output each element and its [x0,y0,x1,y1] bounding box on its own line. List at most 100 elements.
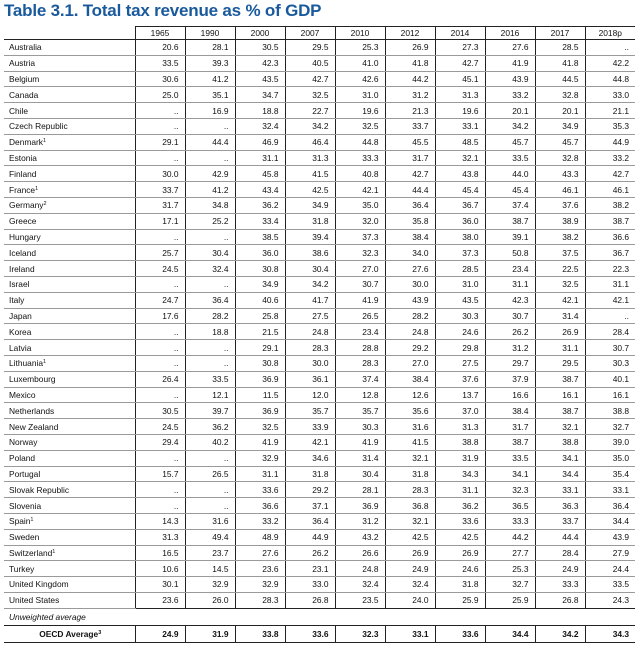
country-name: Slovenia [4,497,135,514]
value-cell: 42.1 [534,292,585,309]
value-cell: 37.0 [434,402,485,420]
value-cell: 24.8 [384,323,435,341]
value-cell: 30.3 [584,355,635,372]
value-cell: 43.9 [584,529,635,546]
value-cell: 45.7 [534,134,585,151]
average-label: OECD Average3 [4,625,135,643]
value-cell: 33.4 [234,213,285,230]
value-cell: 34.2 [284,276,335,293]
country-name: Poland [4,450,135,467]
value-cell: 44.9 [284,529,335,546]
value-cell: 34.9 [234,276,285,293]
table-row: Mexico.. 12.1 11.5 12.0 12.8 12.6 13.7 16.6 16.1… [4,387,635,404]
value-cell: 30.8 [234,260,285,277]
country-name: Korea [4,323,135,341]
country-label: Denmark [9,137,43,148]
value-cell: 32.0 [334,213,385,230]
country-label: Chile [9,105,29,116]
value-cell: 33.2 [584,150,635,167]
value-cell: 23.6 [134,592,185,609]
country-label: Norway [9,437,38,448]
value-cell: 32.5 [284,86,335,104]
value-cell: 43.5 [434,292,485,309]
country-name: Mexico [4,387,135,404]
country-label: New Zealand [9,421,59,432]
column-header-1990: 1990 [184,26,235,40]
value-cell: 28.1 [334,481,385,499]
value-cell: 24.4 [584,560,635,578]
table-row: Turkey 10.6 14.5 23.6 23.1 24.8 24.9 24.6 25.3 24… [4,560,635,578]
table-row: Netherlands 30.5 39.7 36.9 35.7 35.7 35.6 37.0 3… [4,402,635,420]
value-cell: 25.3 [484,560,535,578]
value-cell: 31.7 [384,150,435,167]
country-name: Sweden [4,529,135,546]
value-cell: 16.5 [134,545,185,562]
value-cell: .. [134,229,185,246]
value-cell: 37.3 [434,244,485,262]
value-cell: 37.4 [484,197,535,214]
country-label: Estonia [9,152,37,163]
table-row: Portugal 15.7 26.5 31.1 31.8 30.4 31.8 34.3 34.1… [4,466,635,483]
table-row: Iceland 25.7 30.4 36.0 38.6 32.3 34.0 37.3 50.8 3… [4,244,635,262]
value-cell: 18.8 [184,323,235,341]
table-row: Canada 25.0 35.1 34.7 32.5 31.0 31.2 31.3 33.2 32… [4,86,635,104]
table-row: Slovak Republic.... 33.6 29.2 28.1 28.3 31.1 3… [4,481,635,499]
value-cell: 16.6 [484,387,535,404]
value-cell: 34.9 [534,118,585,135]
value-cell: 45.5 [384,134,435,151]
table-row: Latvia.... 29.1 28.3 28.8 29.2 29.8 31.2 31.1 30… [4,339,635,356]
value-cell: .. [184,276,235,293]
value-cell: 33.7 [134,181,185,198]
value-cell: 29.8 [434,339,485,356]
value-cell: 42.5 [434,529,485,546]
value-cell: 44.4 [534,529,585,546]
value-cell: 31.8 [384,466,435,483]
value-cell: 25.7 [134,244,185,262]
value-cell: 31.8 [434,576,485,593]
country-label: Netherlands [9,405,55,416]
value-cell: 42.3 [234,55,285,72]
value-cell: 26.9 [384,545,435,562]
table-row: United States 23.6 26.0 28.3 26.8 23.5 24.0 25.… [4,592,635,609]
value-cell: 27.7 [484,545,535,562]
value-cell: 25.2 [184,213,235,230]
footnote-marker: 1 [35,185,39,192]
value-cell: 29.2 [384,339,435,356]
value-cell: 12.1 [184,387,235,404]
value-cell: 33.7 [384,118,435,135]
table-row: Sweden 31.3 49.4 48.9 44.9 43.2 42.5 42.5 44.2 44… [4,529,635,546]
value-cell: 41.8 [384,55,435,72]
value-cell: .. [134,276,185,293]
country-name: Turkey [4,560,135,578]
value-cell: 41.2 [184,181,235,198]
country-column-header [4,26,135,40]
country-name: Ireland [4,260,135,277]
value-cell: 38.8 [584,402,635,420]
value-cell: 37.6 [534,197,585,214]
value-cell: 38.6 [284,244,335,262]
value-cell: 33.3 [334,150,385,167]
value-cell: 27.9 [584,545,635,562]
table-row: Germany2 31.7 34.8 36.2 34.9 35.0 36.4 36.7 37.4… [4,197,635,214]
value-cell: 29.7 [484,355,535,372]
value-cell: 35.3 [584,118,635,135]
country-label: Slovenia [9,500,42,511]
value-cell: 16.9 [184,102,235,119]
column-header-2018p: 2018p [584,26,635,40]
value-cell: .. [134,150,185,167]
value-cell: 33.5 [134,55,185,72]
value-cell: 32.4 [384,576,435,593]
value-cell: 38.7 [534,402,585,420]
value-cell: 25.3 [334,39,385,56]
value-cell: 32.8 [534,86,585,104]
value-cell: 45.7 [484,134,535,151]
average-value-cell: 34.2 [534,625,585,643]
value-cell: 30.3 [434,308,485,325]
value-cell: 33.0 [284,576,335,593]
footnote-marker: 1 [30,517,34,524]
table-row: United Kingdom 30.1 32.9 32.9 33.0 32.4 32.4 31… [4,576,635,593]
value-cell: 30.0 [284,355,335,372]
column-header-2014: 2014 [434,26,485,40]
value-cell: 36.1 [284,371,335,388]
value-cell: 36.9 [234,371,285,388]
